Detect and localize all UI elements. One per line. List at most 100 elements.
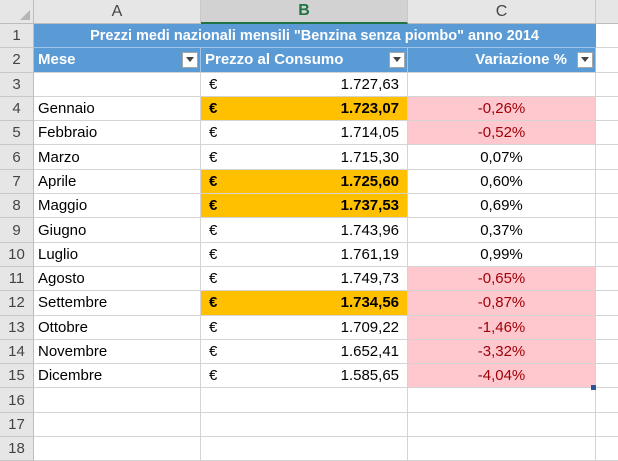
header-cell-prezzo[interactable]: Prezzo al Consumo [201,48,408,73]
column-header-d[interactable] [596,0,618,24]
row-header[interactable]: 9 [0,218,34,243]
row-header[interactable]: 17 [0,412,34,438]
cell[interactable] [596,388,618,413]
row-header[interactable]: 3 [0,72,34,97]
cell-mese[interactable]: Gennaio [34,96,201,122]
cell[interactable] [201,412,408,438]
cell-prezzo[interactable]: €1.709,22 [201,315,408,340]
cell[interactable] [596,291,618,316]
cell[interactable] [201,437,408,461]
filter-dropdown-button[interactable] [389,51,405,68]
cell-mese[interactable]: Maggio [34,194,201,219]
cell[interactable] [596,170,618,195]
row-header[interactable]: 2 [0,48,34,73]
cell-mese[interactable]: Agosto [34,266,201,292]
cell-variazione[interactable]: -0,65% [408,266,596,292]
filter-dropdown-button[interactable] [577,51,593,68]
cell-prezzo[interactable]: €1.585,65 [201,364,408,389]
cell-prezzo[interactable]: €1.761,19 [201,242,408,267]
select-all-button[interactable] [0,0,34,24]
cell-variazione[interactable]: -0,26% [408,96,596,122]
cell[interactable] [596,340,618,365]
cell[interactable] [34,437,201,461]
cell-prezzo[interactable]: €1.727,63 [201,72,408,97]
cell[interactable] [596,218,618,243]
cell-prezzo[interactable]: €1.652,41 [201,339,408,365]
row-header[interactable]: 18 [0,437,34,461]
cell-prezzo[interactable]: €1.749,73 [201,266,408,292]
cell[interactable] [34,388,201,413]
row-header[interactable]: 13 [0,315,34,340]
row-header[interactable]: 15 [0,364,34,389]
cell-variazione[interactable]: 0,07% [408,145,596,170]
cell-mese[interactable]: Marzo [34,145,201,170]
cell[interactable] [596,145,618,170]
cell-mese[interactable]: Luglio [34,242,201,267]
column-header-b[interactable]: B [201,0,408,24]
cell-variazione[interactable]: 0,60% [408,169,596,195]
cell-mese[interactable]: Febbraio [34,121,201,146]
row-header[interactable]: 6 [0,145,34,170]
cell[interactable] [596,413,618,438]
table-resize-handle[interactable] [591,384,596,390]
row-header[interactable]: 14 [0,339,34,365]
row-header[interactable]: 11 [0,266,34,292]
cell[interactable] [596,243,618,267]
row-header[interactable]: 10 [0,242,34,267]
cell[interactable] [408,388,596,413]
cell-mese[interactable]: Giugno [34,218,201,243]
cell[interactable] [596,267,618,292]
cell-variazione[interactable]: -0,87% [408,291,596,316]
cell[interactable] [408,437,596,461]
cell-variazione[interactable]: -3,32% [408,339,596,365]
header-cell-variazione[interactable]: Variazione % [408,48,596,73]
cell-prezzo[interactable]: €1.715,30 [201,145,408,170]
cell-variazione[interactable]: 0,99% [408,242,596,267]
row-header[interactable]: 16 [0,388,34,413]
column-header-c[interactable]: C [408,0,596,24]
filter-dropdown-button[interactable] [182,51,198,68]
column-header-a[interactable]: A [34,0,201,24]
header-cell-mese[interactable]: Mese [34,48,201,73]
cell-variazione[interactable]: -0,52% [408,121,596,146]
cell[interactable] [408,412,596,438]
cell[interactable] [596,437,618,461]
cell[interactable] [596,121,618,146]
row-header[interactable]: 5 [0,121,34,146]
cell-mese[interactable]: Ottobre [34,315,201,340]
row-header[interactable]: 1 [0,24,34,49]
cell[interactable] [201,388,408,413]
cell[interactable] [596,364,618,389]
cell-mese[interactable] [34,72,201,97]
row-header[interactable]: 12 [0,291,34,316]
cell[interactable] [596,194,618,219]
cell-variazione[interactable]: 0,69% [408,194,596,219]
cell-mese[interactable]: Dicembre [34,364,201,389]
currency-symbol: € [209,148,218,166]
cell-mese[interactable]: Novembre [34,339,201,365]
cell[interactable] [596,316,618,340]
currency-symbol: € [209,172,218,190]
cell-prezzo[interactable]: €1.714,05 [201,121,408,146]
cell-mese[interactable]: Settembre [34,291,201,316]
cell[interactable] [596,73,618,97]
cell[interactable] [34,412,201,438]
row-header[interactable]: 7 [0,169,34,195]
cell[interactable] [596,97,618,122]
cell-prezzo[interactable]: €1.737,53 [201,194,408,219]
cell-variazione[interactable] [408,72,596,97]
cell-variazione[interactable]: -4,04% [408,364,596,389]
row-header[interactable]: 8 [0,194,34,219]
row-header[interactable]: 4 [0,96,34,122]
cell-variazione[interactable]: -1,46% [408,315,596,340]
table-title-cell[interactable]: Prezzi medi nazionali mensili "Benzina s… [34,24,596,49]
cell[interactable] [596,48,618,73]
cell-mese[interactable]: Aprile [34,169,201,195]
cell-prezzo[interactable]: €1.723,07 [201,96,408,122]
cell-variazione[interactable]: 0,37% [408,218,596,243]
cell-prezzo[interactable]: €1.725,60 [201,169,408,195]
cell-prezzo[interactable]: €1.743,96 [201,218,408,243]
cell-prezzo[interactable]: €1.734,56 [201,291,408,316]
cell[interactable] [596,24,618,49]
